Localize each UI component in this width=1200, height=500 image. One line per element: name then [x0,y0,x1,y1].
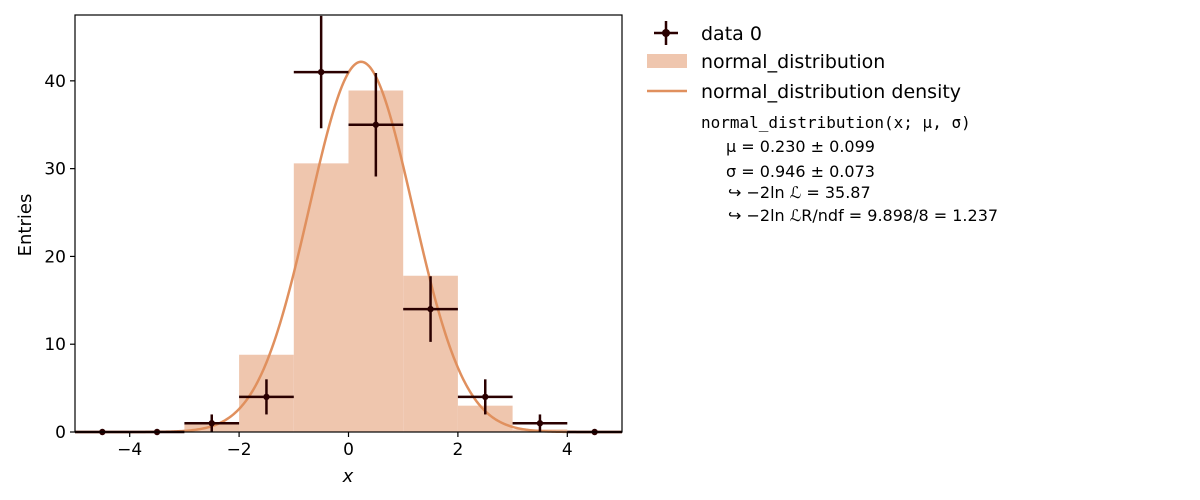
legend-hist-swatch [647,54,687,68]
data-point [239,379,294,415]
x-tick-label: 2 [452,440,463,460]
histogram-layer [129,90,568,433]
x-tick-label: 4 [562,440,573,460]
data-point [293,15,349,129]
data-point [184,414,240,432]
y-tick-label: 0 [55,423,66,443]
x-axis-label: x [342,466,354,487]
legend: data 0 normal_distribution normal_distri… [647,21,998,225]
y-tick-label: 30 [44,160,66,180]
legend-density-label: normal_distribution density [701,81,961,103]
data-point [403,276,458,342]
y-tick-label: 40 [44,72,66,92]
data-point [457,379,513,415]
fit-line-nll: ↪ −2ln ℒ = 35.87 [728,183,871,202]
data-point [348,72,404,177]
x-tick-label: −2 [227,440,252,460]
y-tick-label: 10 [44,335,66,355]
legend-data-label: data 0 [701,23,762,45]
fit-line-sigma: σ = 0.946 ± 0.073 [726,162,875,181]
legend-data-marker [654,21,678,45]
data-point [512,414,568,432]
legend-hist-label: normal_distribution [701,51,885,73]
fit-line-ndf: ↪ −2ln ℒR/ndf = 9.898/8 = 1.237 [728,206,998,225]
x-tick-label: −4 [117,440,142,460]
y-axis-label: Entries [15,194,36,257]
fit-line-mu: μ = 0.230 ± 0.099 [726,137,875,156]
fit-box-title: normal_distribution(x; μ, σ) [701,113,971,132]
y-tick-label: 20 [44,247,66,267]
histogram-bar [293,163,349,433]
x-tick-label: 0 [343,440,354,460]
